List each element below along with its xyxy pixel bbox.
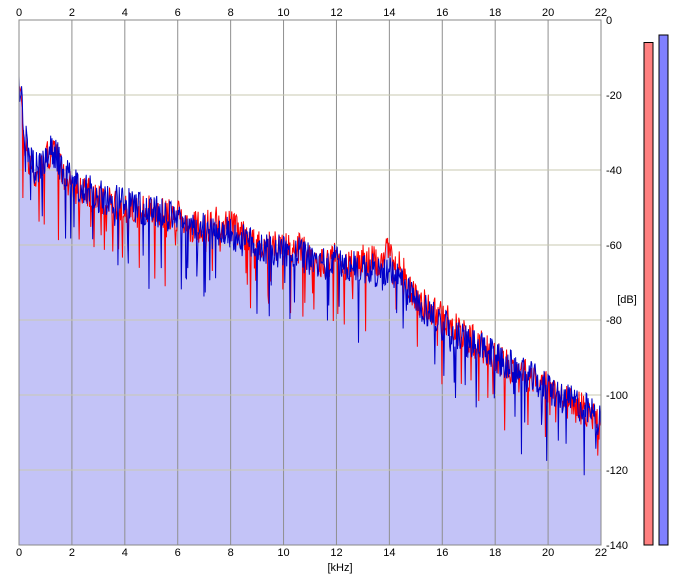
x-tick-label-top: 14	[383, 7, 395, 19]
y-tick-label: -100	[606, 390, 628, 402]
series-line-2	[18, 76, 602, 476]
x-tick-label-top: 20	[542, 7, 554, 19]
plot-border	[18, 19, 602, 546]
x-axis-label: [kHz]	[327, 562, 352, 574]
level-meter-bar-2	[658, 34, 669, 546]
x-tick-label-bottom: 18	[489, 547, 501, 559]
x-tick-label-bottom: 10	[277, 547, 289, 559]
x-tick-label-bottom: 6	[175, 547, 181, 559]
x-tick-label-top: 18	[489, 7, 501, 19]
level-meters	[643, 34, 669, 546]
x-tick-label-bottom: 20	[542, 547, 554, 559]
series-layer	[18, 76, 602, 476]
x-tick-label-bottom: 22	[595, 547, 607, 559]
x-tick-label-top: 12	[330, 7, 342, 19]
y-tick-label: -60	[606, 240, 622, 252]
x-tick-label-bottom: 2	[69, 547, 75, 559]
x-tick-label-top: 0	[16, 7, 22, 19]
x-tick-label-top: 4	[122, 7, 128, 19]
x-tick-label-top: 10	[277, 7, 289, 19]
y-tick-label: -140	[606, 540, 628, 552]
y-tick-label: -20	[606, 90, 622, 102]
y-axis-label: [dB]	[617, 294, 637, 306]
spectrum-fill	[19, 76, 601, 545]
x-tick-label-bottom: 16	[436, 547, 448, 559]
x-tick-label-top: 6	[175, 7, 181, 19]
x-tick-label-bottom: 4	[122, 547, 128, 559]
y-tick-label: -40	[606, 165, 622, 177]
y-tick-label: -120	[606, 465, 628, 477]
x-tick-label-top: 8	[228, 7, 234, 19]
y-tick-label: -80	[606, 315, 622, 327]
x-tick-label-top: 2	[69, 7, 75, 19]
x-tick-label-bottom: 12	[330, 547, 342, 559]
tick-label-layer: 002244668810101212141416161818202022220-…	[16, 7, 628, 559]
x-tick-label-top: 22	[595, 7, 607, 19]
level-meter-bar-1	[643, 42, 654, 546]
x-tick-label-bottom: 14	[383, 547, 395, 559]
x-tick-label-top: 16	[436, 7, 448, 19]
x-tick-label-bottom: 8	[228, 547, 234, 559]
y-tick-label: 0	[606, 15, 612, 27]
spectrum-fill-layer	[19, 76, 601, 545]
x-tick-label-bottom: 0	[16, 547, 22, 559]
